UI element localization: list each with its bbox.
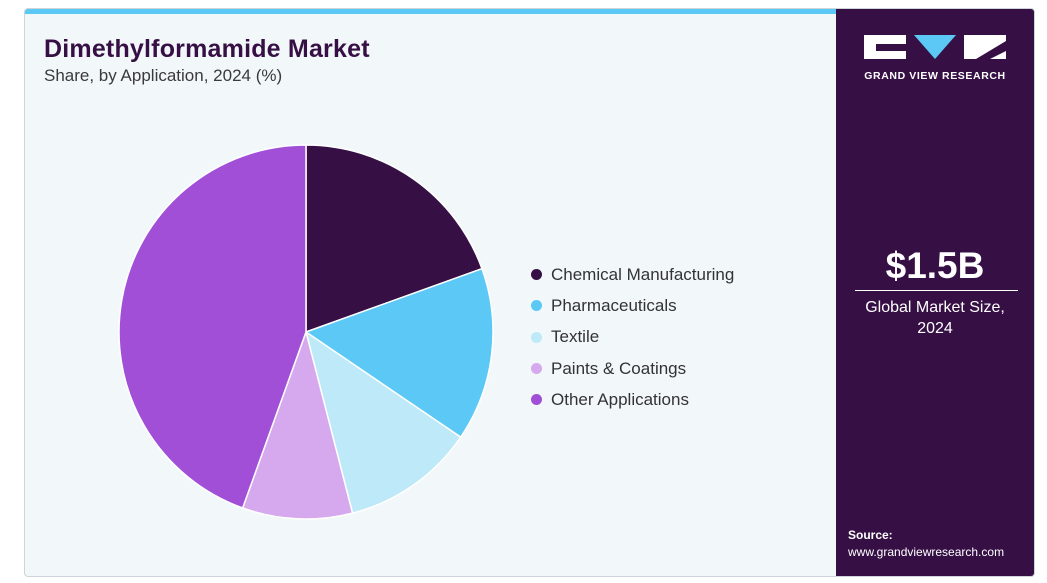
legend-swatch [531, 363, 542, 375]
source-label: Source: [848, 528, 893, 542]
legend-swatch [531, 269, 542, 281]
chart-title: Dimethylformamide Market [44, 35, 370, 63]
grand-view-research-logo: GRAND VIEW RESEARCH [864, 35, 1006, 82]
source-note: Source: www.grandviewresearch.com [848, 527, 1004, 561]
legend-swatch [531, 394, 542, 406]
brand-panel: GRAND VIEW RESEARCH $1.5B Global Market … [836, 9, 1034, 576]
market-size-value: $1.5B [885, 245, 985, 286]
logo-mark-icon [864, 35, 1006, 59]
legend-swatch [531, 331, 542, 343]
chart-subtitle: Share, by Application, 2024 (%) [44, 66, 283, 85]
legend-item: Textile [531, 322, 734, 353]
pie-slice-textile [304, 330, 462, 515]
pie-slice-paints-coatings [241, 329, 354, 520]
accent-bar [25, 9, 836, 14]
legend-item: Chemical Manufacturing [531, 259, 734, 290]
brand-name: GRAND VIEW RESEARCH [864, 70, 1006, 82]
legend-label: Other Applications [551, 389, 689, 409]
pie-slice-pharmaceuticals [304, 267, 494, 439]
legend-label: Textile [551, 327, 600, 347]
legend-label: Chemical Manufacturing [551, 264, 735, 284]
legend-swatch [531, 300, 542, 312]
legend-item: Pharmaceuticals [531, 290, 734, 321]
pie-slice-other-applications [118, 144, 307, 509]
legend-item: Paints & Coatings [531, 353, 734, 384]
pie-slice-chemical-manufacturing [305, 144, 483, 334]
chart-legend: Chemical Manufacturing Pharmaceuticals Tex… [531, 259, 734, 415]
market-size-label: Global Market Size, 2024 [865, 299, 1005, 337]
legend-label: Pharmaceuticals [551, 295, 677, 315]
legend-item: Other Applications [531, 384, 734, 415]
chart-card: Dimethylformamide Market Share, by Appli… [24, 8, 1035, 577]
legend-label: Paints & Coatings [551, 358, 687, 378]
pie-chart [118, 144, 494, 520]
source-url[interactable]: www.grandviewresearch.com [848, 545, 1005, 559]
kpi-divider [855, 290, 1018, 291]
